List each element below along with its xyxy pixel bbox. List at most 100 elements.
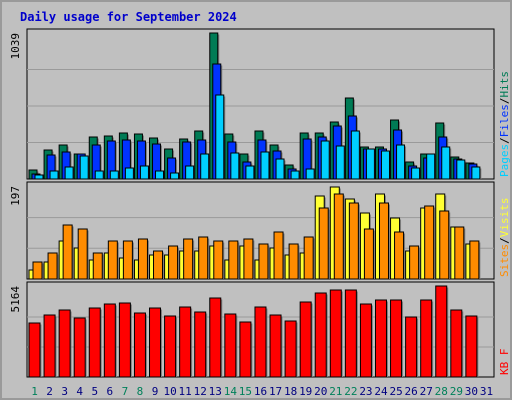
bar-kb-f-day-23 [359,303,372,378]
x-tick-label-day-8: 8 [137,385,144,398]
bar-kb-f-day-16 [254,306,267,378]
bar-pages-day-4 [79,155,89,180]
x-tick-label-day-5: 5 [91,385,98,398]
bar-kb-f-day-20 [314,292,327,378]
bar-kb-f-day-29 [450,309,463,378]
x-tick-label-day-12: 12 [194,385,207,398]
bar-pages-day-10 [170,172,180,180]
x-tick-label-day-21: 21 [329,385,342,398]
bar-sites-day-29 [454,226,465,280]
x-tick-label-day-29: 29 [450,385,463,398]
bar-kb-f-day-5 [88,307,101,378]
bar-pages-day-30 [471,166,481,180]
bar-pages-day-8 [139,165,149,180]
bar-sites-day-15 [243,238,254,280]
bar-sites-day-25 [394,231,405,280]
bar-pages-day-28 [441,146,451,180]
bar-sites-day-14 [228,240,239,280]
bar-sites-day-30 [469,240,480,280]
bar-kb-f-day-9 [149,307,162,378]
x-tick-label-day-15: 15 [239,385,252,398]
bar-kb-f-day-26 [405,316,418,378]
bar-sites-day-19 [303,236,314,280]
bar-sites-day-3 [62,224,73,280]
bar-sites-day-27 [424,205,435,280]
bar-kb-f-day-21 [329,289,342,378]
bar-sites-day-7 [122,240,133,280]
series-name-1-3: Files [498,104,511,137]
panel-2-series-names: Sites/Visits [498,198,511,278]
bar-sites-day-24 [378,202,389,280]
series-name-1-2: / [498,137,511,144]
bar-sites-day-20 [318,207,329,280]
series-name-3-1: KB F [498,349,511,376]
x-tick-label-day-7: 7 [122,385,129,398]
x-tick-label-day-4: 4 [76,385,83,398]
bar-kb-f-day-4 [73,317,86,378]
bar-kb-f-day-25 [390,299,403,378]
bar-sites-day-5 [92,252,103,280]
bar-pages-day-20 [320,140,330,180]
series-name-2-2: / [498,237,511,244]
x-tick-label-day-27: 27 [420,385,433,398]
series-name-1-5: Hits [498,71,511,98]
series-name-2-3: Visits [498,198,511,238]
x-tick-label-day-3: 3 [61,385,68,398]
bar-pages-day-7 [124,167,134,180]
x-tick-label-day-1: 1 [31,385,38,398]
bar-pages-day-24 [380,150,390,180]
x-tick-label-day-23: 23 [359,385,372,398]
bar-kb-f-day-17 [269,314,282,378]
bar-sites-day-23 [363,228,374,280]
bar-pages-day-14 [230,152,240,180]
bar-kb-f-day-8 [133,312,146,378]
x-tick-label-day-22: 22 [344,385,357,398]
x-tick-label-day-26: 26 [405,385,418,398]
bar-pages-day-16 [260,151,270,180]
bar-pages-day-6 [109,170,119,180]
bar-pages-day-15 [245,165,255,180]
bar-sites-day-12 [198,236,209,280]
series-name-1-4: / [498,98,511,105]
x-tick-label-day-14: 14 [224,385,238,398]
bar-sites-day-26 [409,245,420,280]
bar-pages-day-9 [155,170,165,180]
bar-kb-f-day-7 [118,302,131,378]
bar-kb-f-day-12 [194,311,207,378]
bar-pages-day-18 [290,170,300,180]
bar-pages-day-1 [34,174,44,180]
bar-sites-day-10 [168,245,179,280]
bar-kb-f-day-24 [374,299,387,378]
bar-sites-day-11 [183,238,194,280]
bar-kb-f-day-15 [239,321,252,378]
panel-1-series-names: Pages/Files/Hits [498,71,511,177]
bar-pages-day-29 [456,159,466,180]
bar-kb-f-day-3 [58,309,71,378]
bar-sites-day-13 [213,240,224,280]
bar-sites-day-22 [348,202,359,280]
x-tick-label-day-20: 20 [314,385,327,398]
bar-pages-day-23 [365,148,375,180]
x-tick-label-day-18: 18 [284,385,297,398]
bar-kb-f-day-18 [284,320,297,378]
bar-pages-day-26 [411,167,421,180]
bar-pages-day-17 [275,158,285,180]
x-tick-label-day-31: 31 [480,385,493,398]
bar-kb-f-day-14 [224,313,237,378]
bar-sites-day-17 [273,231,284,280]
bar-kb-f-day-28 [435,285,448,378]
panel-1-max-label: 1039 [9,33,22,60]
x-tick-label-day-28: 28 [435,385,448,398]
bar-sites-day-8 [137,238,148,280]
panel-3-series-names: KB F [498,349,511,376]
series-name-1-1: Pages [498,144,511,177]
bar-kb-f-day-30 [465,315,478,378]
bar-kb-f-day-10 [164,315,177,378]
bar-pages-day-21 [335,145,345,180]
bar-pages-day-3 [64,166,74,180]
bar-sites-day-2 [47,252,58,280]
bar-pages-day-11 [185,165,195,180]
bar-kb-f-day-22 [344,289,357,378]
bar-pages-day-12 [200,153,210,180]
